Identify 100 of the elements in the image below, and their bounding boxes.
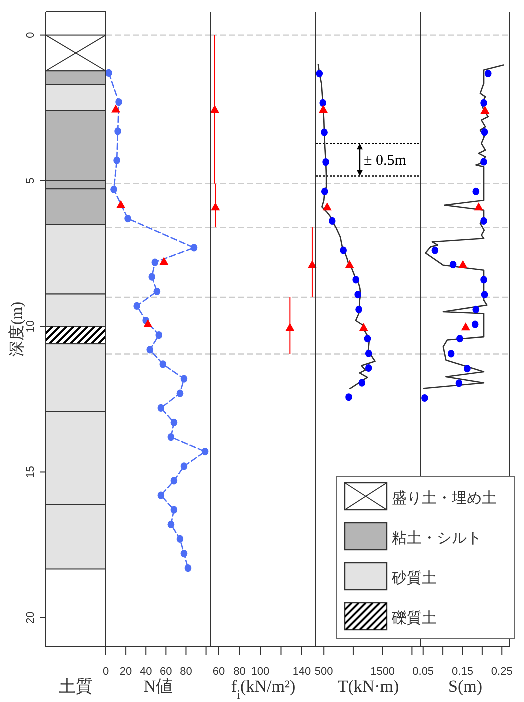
point bbox=[456, 380, 463, 388]
point bbox=[160, 360, 167, 368]
point bbox=[170, 418, 178, 427]
legend-label: 砂質土 bbox=[391, 570, 437, 587]
x-tick-label: 80 bbox=[234, 666, 246, 678]
point bbox=[134, 302, 140, 310]
x-tick-label: 20 bbox=[120, 666, 132, 678]
point bbox=[124, 215, 132, 223]
point bbox=[321, 188, 328, 196]
y-tick-label: 10 bbox=[25, 320, 37, 333]
y-tick-label: 20 bbox=[25, 612, 37, 624]
point bbox=[144, 319, 153, 328]
legend-label: 礫質土 bbox=[391, 610, 437, 627]
point bbox=[472, 188, 480, 196]
point bbox=[340, 246, 347, 254]
point bbox=[180, 462, 188, 470]
point bbox=[158, 492, 165, 500]
point bbox=[448, 350, 455, 358]
point bbox=[154, 288, 161, 296]
x-axis-title: T(kN·m) bbox=[338, 677, 400, 696]
annotation: ± 0.5m bbox=[364, 152, 407, 169]
point bbox=[480, 106, 490, 114]
point bbox=[156, 332, 163, 340]
point bbox=[308, 260, 317, 268]
point bbox=[316, 70, 324, 78]
point bbox=[346, 394, 352, 402]
point bbox=[472, 320, 479, 328]
point bbox=[359, 323, 368, 332]
point bbox=[364, 335, 372, 343]
point bbox=[170, 506, 178, 514]
point bbox=[160, 257, 169, 266]
point bbox=[354, 291, 362, 299]
x-axis-title: S(m) bbox=[448, 677, 482, 696]
point bbox=[190, 244, 198, 252]
x-tick-label: 60 bbox=[160, 666, 172, 678]
point bbox=[146, 346, 154, 354]
point bbox=[114, 128, 122, 136]
legend-label: 盛り土・埋め土 bbox=[392, 490, 497, 507]
point bbox=[180, 375, 188, 383]
x-tick-label: 0.15 bbox=[452, 666, 474, 678]
point bbox=[152, 258, 159, 266]
point bbox=[358, 379, 366, 387]
x-tick-label: 0 bbox=[102, 666, 110, 678]
point bbox=[461, 322, 470, 331]
point bbox=[158, 404, 165, 412]
point bbox=[168, 520, 175, 528]
point bbox=[480, 217, 488, 225]
point bbox=[481, 128, 488, 136]
point bbox=[176, 390, 184, 398]
x-tick-label: 60 bbox=[212, 666, 226, 678]
x-tick-label: 1500 bbox=[370, 666, 396, 678]
point bbox=[432, 246, 439, 254]
point bbox=[176, 535, 184, 544]
point bbox=[474, 202, 484, 211]
point bbox=[319, 105, 328, 114]
y-tick-label: 5 bbox=[25, 178, 37, 184]
point bbox=[345, 260, 354, 268]
point bbox=[321, 128, 328, 136]
point bbox=[458, 260, 468, 268]
x-tick-label: 40 bbox=[140, 666, 152, 678]
x-tick-label: 100 bbox=[251, 666, 270, 678]
point bbox=[106, 69, 112, 77]
x-tick-label: 140 bbox=[292, 666, 312, 678]
point bbox=[472, 306, 480, 314]
x-tick-label: 80 bbox=[180, 666, 192, 678]
x-axis-title: N値 bbox=[144, 677, 174, 696]
point bbox=[322, 202, 332, 211]
point bbox=[464, 365, 471, 373]
point bbox=[480, 158, 488, 166]
point bbox=[450, 261, 457, 269]
point bbox=[352, 276, 360, 284]
y-tick-label: 15 bbox=[25, 466, 37, 478]
point bbox=[286, 323, 295, 332]
point bbox=[456, 335, 464, 343]
point bbox=[356, 306, 362, 314]
point bbox=[114, 156, 120, 164]
x-tick-label: 0.05 bbox=[412, 666, 434, 678]
y-axis-title: 深度(m) bbox=[8, 302, 26, 358]
point bbox=[148, 273, 156, 281]
point bbox=[322, 158, 330, 166]
x-tick-label: 500 bbox=[314, 666, 334, 678]
point bbox=[184, 564, 192, 572]
point bbox=[110, 186, 118, 194]
point bbox=[365, 350, 372, 358]
x-axis-title: 土質 bbox=[59, 677, 93, 696]
point bbox=[328, 217, 336, 225]
point bbox=[116, 98, 122, 106]
point bbox=[168, 433, 175, 442]
point bbox=[422, 394, 428, 402]
y-tick-label: 0 bbox=[25, 32, 37, 38]
point bbox=[170, 477, 178, 485]
point bbox=[320, 99, 327, 107]
point bbox=[481, 291, 488, 299]
point bbox=[480, 99, 488, 107]
point bbox=[202, 448, 209, 456]
legend-label: 粘土・シルト bbox=[392, 530, 482, 547]
x-tick-label: 0.25 bbox=[491, 666, 513, 678]
point bbox=[116, 200, 126, 208]
point bbox=[112, 104, 121, 113]
point bbox=[365, 364, 372, 372]
